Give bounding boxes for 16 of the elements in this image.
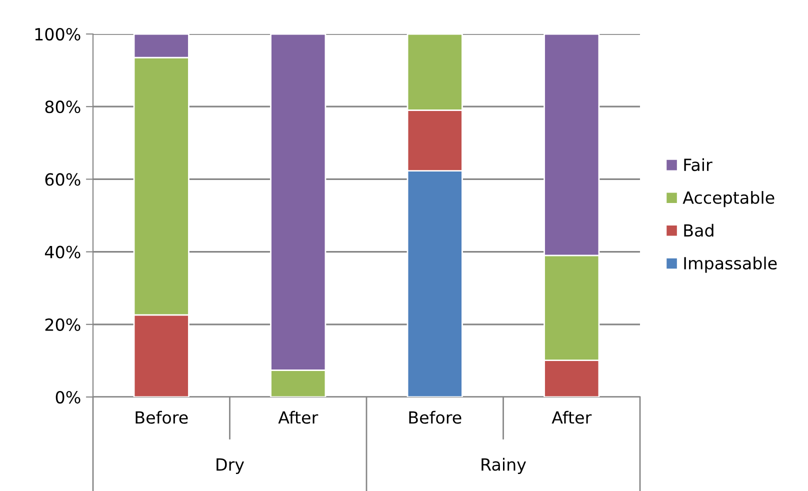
- y-tick-label: 60%: [45, 173, 80, 186]
- legend-label: Fair: [684, 158, 712, 172]
- legend-label: Impassable: [684, 256, 777, 273]
- y-tick-label: 40%: [44, 246, 80, 258]
- x-tick-label: After: [278, 410, 318, 424]
- text: Dry: [216, 458, 244, 474]
- text: Rainy: [482, 458, 526, 474]
- legend-label: Acceptable: [682, 191, 774, 208]
- x-tick-label: After: [552, 410, 592, 424]
- legend-label: Bad: [684, 224, 714, 237]
- y-tick-label: 80%: [45, 100, 80, 114]
- y-tick-label: 100%: [35, 28, 80, 41]
- x-tick-label: Before: [136, 410, 188, 424]
- x-tick-label: Before: [409, 410, 462, 424]
- y-tick-label: 20%: [45, 318, 80, 331]
- y-tick-label: 0%: [56, 390, 80, 404]
